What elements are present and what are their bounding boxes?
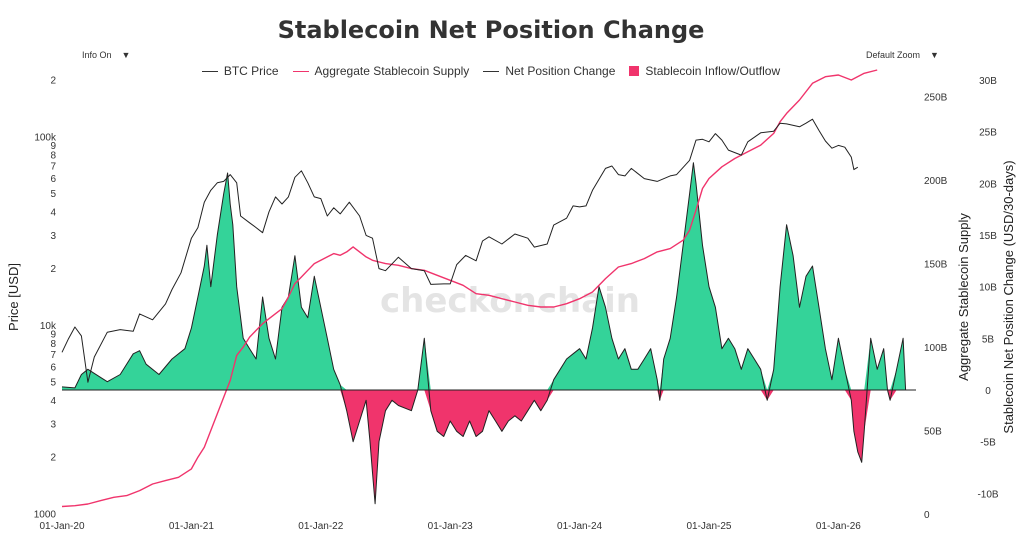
legend-item-btc-price[interactable]: BTC Price [201,64,279,78]
price-tick-label: 4 [50,207,56,218]
legend-label-inflow-outflow: Stablecoin Inflow/Outflow [645,64,781,78]
net-tick-label: 15B [979,231,997,242]
legend-item-stablecoin-supply[interactable]: Aggregate Stablecoin Supply [292,64,470,78]
legend-swatch-stablecoin-supply [292,70,309,72]
inflow-area [62,162,906,390]
supply-tick-label: 50B [924,427,942,438]
net-position-change-line [61,162,907,505]
price-tick-label: 6 [50,363,56,374]
legend: BTC Price Aggregate Stablecoin Supply Ne… [0,64,982,78]
legend-label-net-position-change: Net Position Change [505,64,616,78]
price-tick-label: 9 [50,141,56,152]
supply-axis-title: Aggregate Stablecoin Supply [956,213,971,381]
supply-tick-label: 0 [924,510,930,521]
price-tick-label: 8 [50,339,56,350]
net-tick-label: 10B [979,283,997,294]
price-tick-label: 5 [50,189,56,200]
supply-tick-label: 150B [924,260,948,271]
legend-swatch-btc-price [201,70,218,72]
supply-tick-label: 250B [924,93,948,104]
price-tick-label: 7 [50,350,56,361]
x-tick-label: 01-Jan-21 [169,521,214,532]
x-tick-label: 01-Jan-26 [816,521,861,532]
net-tick-label: 0 [985,386,991,397]
price-tick-label: 10k [40,321,57,332]
net-axis-title: Stablecoin Net Position Change (USD/30-d… [1001,160,1016,433]
price-tick-label: 5 [50,378,56,389]
legend-swatch-net-position-change [483,70,500,72]
price-tick-label: 7 [50,161,56,172]
price-tick-label: 4 [50,396,56,407]
chart-title: Stablecoin Net Position Change [277,16,705,44]
price-tick-label: 2 [50,453,56,464]
price-tick-label: 2 [50,264,56,275]
price-tick-label: 2 [50,76,56,87]
price-tick-label: 3 [50,420,56,431]
price-tick-label: 1000 [34,510,57,521]
net-tick-label: 25B [979,128,997,139]
x-tick-label: 01-Jan-24 [557,521,602,532]
net-tick-label: 30B [979,76,997,87]
info-toggle-label: Info On [82,50,112,60]
outflow-area [62,390,906,504]
price-tick-label: 100k [34,132,57,143]
legend-label-btc-price: BTC Price [223,64,279,78]
supply-tick-label: 100B [924,343,948,354]
x-tick-label: 01-Jan-20 [39,521,84,532]
net-tick-label: 20B [979,179,997,190]
price-tick-label: 3 [50,231,56,242]
zoom-select-label: Default Zoom [866,50,921,60]
btc-price-line [61,118,859,383]
zoom-select[interactable]: Default Zoom ▼ [866,50,939,60]
net-tick-label: -5B [980,438,996,449]
info-toggle[interactable]: Info On ▼ [82,50,130,60]
caret-down-icon: ▼ [930,50,939,60]
price-axis-title: Price [USD] [6,263,21,331]
legend-swatch-inflow-outflow [629,66,640,76]
stablecoin-supply-line [61,69,878,508]
net-tick-label: -10B [977,489,998,500]
caret-down-icon: ▼ [121,50,131,60]
x-tick-label: 01-Jan-22 [298,521,343,532]
x-tick-label: 01-Jan-25 [686,521,731,532]
price-tick-label: 8 [50,151,56,162]
legend-item-inflow-outflow[interactable]: Stablecoin Inflow/Outflow [629,64,780,78]
price-tick-label: 9 [50,330,56,341]
price-tick-label: 6 [50,174,56,185]
legend-item-net-position-change[interactable]: Net Position Change [483,64,615,78]
net-tick-label: 5B [982,334,995,345]
legend-label-stablecoin-supply: Aggregate Stablecoin Supply [314,64,470,78]
x-tick-label: 01-Jan-23 [428,521,473,532]
supply-tick-label: 200B [924,176,948,187]
